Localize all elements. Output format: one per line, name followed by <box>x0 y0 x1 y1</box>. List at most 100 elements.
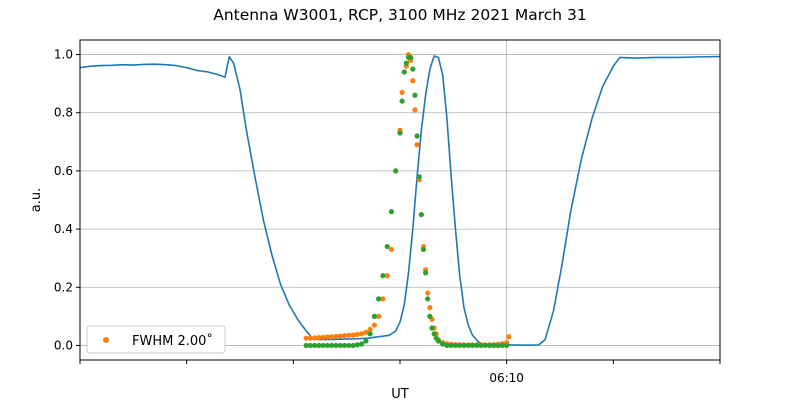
y-tick-label: 0.4 <box>54 222 73 236</box>
series-point <box>397 130 403 136</box>
series-point <box>414 133 420 139</box>
legend-marker <box>103 337 109 343</box>
legend-label: FWHM 2.00˚ <box>132 333 213 349</box>
series-point <box>307 342 313 349</box>
series-point <box>495 342 501 349</box>
series-point <box>380 296 386 302</box>
series-point <box>312 335 318 341</box>
legend: FWHM 2.00˚ <box>86 325 226 354</box>
series-point <box>410 78 416 84</box>
series-point <box>320 334 326 340</box>
y-axis-label: a.u. <box>29 188 44 212</box>
y-ticks: 0.0 0.2 0.4 0.6 0.8 1.0 <box>54 48 80 352</box>
series-point <box>367 331 373 337</box>
series-point <box>384 273 390 279</box>
series-point <box>440 341 446 347</box>
series-point <box>469 342 476 349</box>
series-point <box>324 334 331 340</box>
series-point <box>371 313 377 319</box>
series-point <box>418 211 424 218</box>
series-point <box>354 331 360 337</box>
series-point <box>461 342 467 349</box>
series-point <box>337 333 343 339</box>
series-point <box>403 60 409 66</box>
grid <box>80 40 720 360</box>
series-point <box>427 305 433 311</box>
series-point <box>487 342 493 349</box>
series-point <box>457 342 463 349</box>
x-tick-label: 06:10 <box>489 371 524 385</box>
series-point <box>452 342 459 349</box>
series-point <box>412 107 418 113</box>
series-point <box>303 342 309 349</box>
series-point <box>420 246 427 253</box>
series-point <box>363 329 369 335</box>
series-point <box>307 335 313 341</box>
series-point <box>329 342 335 349</box>
series-point <box>346 332 352 338</box>
series-point <box>312 342 318 349</box>
series-point <box>414 142 420 148</box>
series-point <box>376 313 382 319</box>
y-tick-label: 0.6 <box>54 164 73 178</box>
plot-background <box>80 40 720 360</box>
series-point <box>380 273 386 279</box>
series <box>79 51 721 349</box>
series-line <box>79 55 721 346</box>
series-point <box>412 92 418 98</box>
series-point <box>350 342 356 349</box>
series-point <box>427 313 433 319</box>
series-point <box>316 342 322 349</box>
series-point <box>341 332 348 339</box>
series-point <box>435 338 441 344</box>
x-axis-label: UT <box>391 387 409 400</box>
series-point <box>401 69 407 75</box>
series-point <box>408 54 414 61</box>
series-point <box>333 342 339 349</box>
series-point <box>303 335 309 341</box>
y-tick-label: 0.2 <box>54 280 73 294</box>
series-point <box>448 342 454 349</box>
series-point <box>354 342 360 348</box>
chart-title: Antenna W3001, RCP, 3100 MHz 2021 March … <box>213 6 587 24</box>
series-point <box>399 98 405 104</box>
series-point <box>504 342 510 349</box>
series-point <box>333 333 339 340</box>
series-point <box>329 334 335 340</box>
series-point <box>337 342 343 349</box>
series-point <box>359 331 365 337</box>
series-point <box>316 335 322 341</box>
series-point <box>410 66 416 72</box>
series-point <box>423 270 429 276</box>
y-tick-label: 1.0 <box>54 48 73 62</box>
series-point <box>416 174 422 180</box>
series-point <box>506 334 512 340</box>
y-tick-label: 0.8 <box>54 106 73 120</box>
series-point <box>359 341 365 347</box>
series-point <box>425 296 431 302</box>
series-point <box>388 209 395 215</box>
series-point <box>425 290 431 296</box>
series-point <box>393 168 399 174</box>
series-point <box>320 342 326 349</box>
y-tick-label: 0.0 <box>54 338 73 352</box>
legend-box <box>86 325 226 354</box>
series-point <box>371 322 377 328</box>
series-point <box>388 246 395 253</box>
series-point <box>482 342 488 349</box>
series-point <box>491 342 497 349</box>
series-point <box>350 332 356 338</box>
series-point <box>429 325 435 331</box>
series-point <box>363 338 369 344</box>
series-point <box>474 342 480 349</box>
series-point <box>478 342 484 349</box>
series-point <box>384 243 390 250</box>
series-point <box>346 342 352 349</box>
series-point <box>465 342 471 349</box>
series-point <box>431 331 437 337</box>
series-point <box>367 326 373 333</box>
series-point <box>341 342 348 349</box>
series-point <box>444 342 450 349</box>
series-point <box>376 296 382 302</box>
